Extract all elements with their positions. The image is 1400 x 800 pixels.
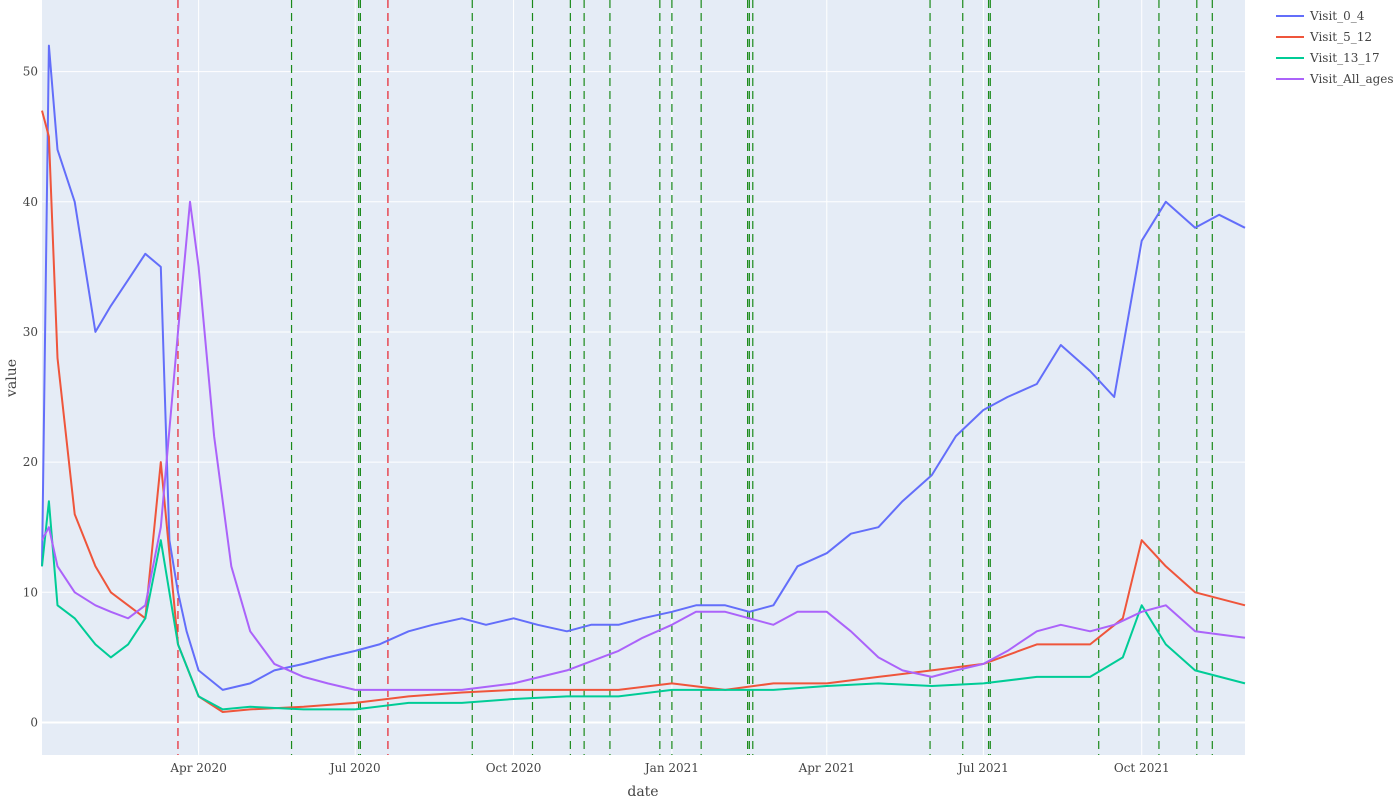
x-tick-label: Apr 2021 xyxy=(798,761,855,775)
series-line-visit-all-ages xyxy=(41,200,1246,691)
series-line-visit-13-17 xyxy=(41,500,1246,711)
series-layer xyxy=(41,44,1246,713)
plot-background xyxy=(42,0,1245,755)
y-tick-label: 40 xyxy=(23,195,38,209)
legend-label: Visit_13_17 xyxy=(1309,51,1380,65)
y-tick-label: 50 xyxy=(23,65,38,79)
series-line-visit-5-12 xyxy=(41,110,1246,713)
x-tick-label: Apr 2020 xyxy=(169,761,226,775)
vline-layer xyxy=(177,0,1213,755)
x-tick-label: Oct 2020 xyxy=(486,761,542,775)
x-axis-title: date xyxy=(627,784,658,800)
series-line-visit-0-4 xyxy=(41,44,1246,691)
legend-label: Visit_0_4 xyxy=(1309,9,1365,23)
y-tick-label: 10 xyxy=(23,585,38,599)
grid-layer xyxy=(42,0,1245,755)
x-tick-label: Jul 2020 xyxy=(328,761,381,775)
y-axis-title: value xyxy=(4,359,20,398)
y-tick-label: 0 xyxy=(30,715,38,729)
y-axis-ticks: 0 10 20 30 40 50 xyxy=(23,65,38,730)
y-tick-label: 30 xyxy=(23,325,38,339)
legend: Visit_0_4 Visit_5_12 Visit_13_17 Visit_All_… xyxy=(1276,9,1394,86)
legend-label: Visit_5_12 xyxy=(1309,30,1372,44)
legend-label: Visit_All_ages xyxy=(1309,72,1394,86)
y-tick-label: 20 xyxy=(23,455,38,469)
x-tick-label: Oct 2021 xyxy=(1114,761,1170,775)
x-tick-label: Jul 2021 xyxy=(956,761,1009,775)
x-tick-label: Jan 2021 xyxy=(643,761,699,775)
x-axis-ticks: Apr 2020 Jul 2020 Oct 2020 Jan 2021 Apr 2021… xyxy=(169,761,1169,775)
